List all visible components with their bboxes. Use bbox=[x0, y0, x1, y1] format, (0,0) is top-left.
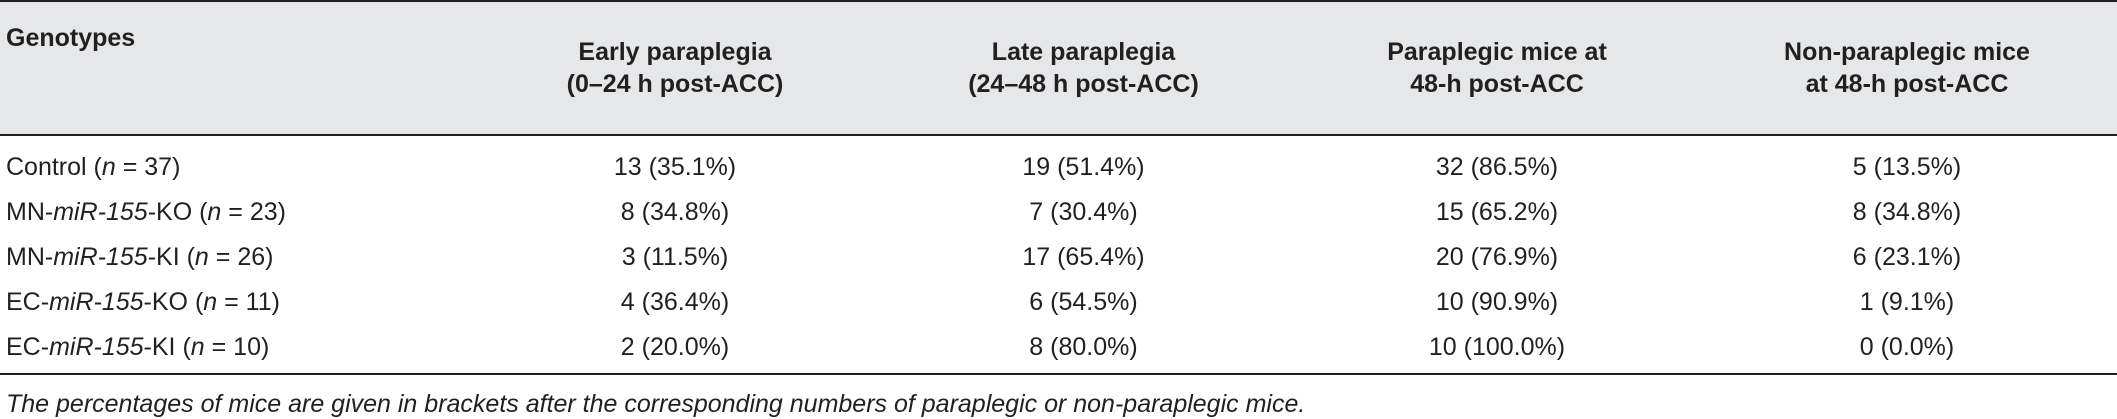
table-row: MN-miR-155-KO (n = 23) 8 (34.8%) 7 (30.4%)… bbox=[0, 189, 2117, 234]
genotype-prefix: Control ( bbox=[6, 152, 102, 181]
genotype-cell: Control (n = 37) bbox=[0, 135, 480, 189]
header-late-paraplegia: Late paraplegia (24–48 h post-ACC) bbox=[870, 1, 1297, 136]
table-row: Control (n = 37) 13 (35.1%) 19 (51.4%) 32 (… bbox=[0, 135, 2117, 189]
non-paraplegic-48h-cell: 8 (34.8%) bbox=[1852, 197, 1962, 226]
genotype-gene: miR-155 bbox=[49, 332, 144, 361]
early-paraplegia-cell: 13 (35.1%) bbox=[613, 152, 737, 181]
genotype-n-value: = 26) bbox=[208, 242, 274, 271]
header-row: Genotypes Early paraplegia (0–24 h post-… bbox=[0, 1, 2117, 136]
genotype-suffix: -KI ( bbox=[143, 332, 191, 361]
genotype-n-value: = 11) bbox=[217, 287, 280, 316]
genotype-prefix: EC- bbox=[6, 332, 50, 361]
table-footnote: The percentages of mice are given in bra… bbox=[6, 390, 1306, 418]
non-paraplegic-48h-cell: 1 (9.1%) bbox=[1859, 287, 1955, 316]
header-genotypes: Genotypes bbox=[0, 1, 480, 136]
header-non-paraplegic-48h: Non-paraplegic mice at 48-h post-ACC bbox=[1697, 1, 2117, 136]
genotype-suffix: -KI ( bbox=[147, 242, 195, 271]
genotype-gene: miR-155 bbox=[49, 287, 144, 316]
genotype-cell: EC-miR-155-KO (n = 11) bbox=[0, 279, 480, 324]
paraplegic-48h-cell: 10 (90.9%) bbox=[1435, 287, 1559, 316]
header-early-line2: (0–24 h post-ACC) bbox=[566, 70, 784, 98]
genotype-n-value: = 10) bbox=[204, 332, 270, 361]
table-body: Control (n = 37) 13 (35.1%) 19 (51.4%) 32 (… bbox=[0, 135, 2117, 375]
header-paraplegic-48h: Paraplegic mice at 48-h post-ACC bbox=[1297, 1, 1697, 136]
non-paraplegic-48h-cell: 5 (13.5%) bbox=[1852, 152, 1962, 181]
early-paraplegia-cell: 4 (36.4%) bbox=[620, 287, 730, 316]
genotype-cell: MN-miR-155-KO (n = 23) bbox=[0, 189, 480, 234]
paraplegic-48h-cell: 32 (86.5%) bbox=[1435, 152, 1559, 181]
genotype-prefix: MN- bbox=[6, 242, 54, 271]
early-paraplegia-cell: 2 (20.0%) bbox=[480, 324, 870, 375]
genotype-n-label: n bbox=[101, 152, 116, 181]
genotype-suffix: -KO ( bbox=[143, 287, 204, 316]
early-paraplegia-cell: 8 (34.8%) bbox=[620, 197, 730, 226]
table-row: EC-miR-155-KI (n = 10) 2 (20.0%) 8 (80.0%)… bbox=[0, 324, 2117, 375]
genotype-suffix: -KO ( bbox=[147, 197, 208, 226]
non-paraplegic-48h-cell: 6 (23.1%) bbox=[1852, 242, 1962, 271]
paraplegic-48h-cell: 15 (65.2%) bbox=[1435, 197, 1559, 226]
late-paraplegia-cell: 7 (30.4%) bbox=[1029, 197, 1138, 226]
genotype-gene: miR-155 bbox=[53, 242, 148, 271]
header-late-line1: Late paraplegia bbox=[991, 38, 1176, 66]
table-row: MN-miR-155-KI (n = 26) 3 (11.5%) 17 (65.4%… bbox=[0, 234, 2117, 279]
late-paraplegia-cell: 17 (65.4%) bbox=[1022, 242, 1145, 271]
paraplegia-results-table: Genotypes Early paraplegia (0–24 h post-… bbox=[0, 1, 2117, 375]
header-non-paraplegic-line2: at 48-h post-ACC bbox=[1805, 70, 2009, 98]
genotype-n-value: = 37) bbox=[115, 152, 181, 181]
early-paraplegia-cell: 3 (11.5%) bbox=[621, 242, 729, 271]
paraplegic-48h-cell: 10 (100.0%) bbox=[1297, 324, 1697, 375]
header-non-paraplegic-line1: Non-paraplegic mice bbox=[1784, 38, 2030, 66]
paraplegic-48h-cell: 20 (76.9%) bbox=[1435, 242, 1559, 271]
late-paraplegia-cell: 8 (80.0%) bbox=[870, 324, 1297, 375]
table-row: EC-miR-155-KO (n = 11) 4 (36.4%) 6 (54.5%)… bbox=[0, 279, 2117, 324]
genotype-cell: MN-miR-155-KI (n = 26) bbox=[0, 234, 480, 279]
genotype-prefix: EC- bbox=[6, 287, 50, 316]
late-paraplegia-cell: 6 (54.5%) bbox=[1029, 287, 1138, 316]
header-early-line1: Early paraplegia bbox=[578, 38, 772, 66]
header-early-paraplegia: Early paraplegia (0–24 h post-ACC) bbox=[480, 1, 870, 136]
genotype-cell: EC-miR-155-KI (n = 10) bbox=[0, 324, 480, 375]
genotype-n-label: n bbox=[203, 287, 218, 316]
table-header: Genotypes Early paraplegia (0–24 h post-… bbox=[0, 1, 2117, 136]
genotype-prefix: MN- bbox=[6, 197, 54, 226]
header-paraplegic-line1: Paraplegic mice at bbox=[1387, 38, 1607, 66]
non-paraplegic-48h-cell: 0 (0.0%) bbox=[1697, 324, 2117, 375]
genotype-n-label: n bbox=[194, 242, 209, 271]
genotype-n-label: n bbox=[190, 332, 205, 361]
genotype-gene: miR-155 bbox=[53, 197, 148, 226]
genotype-n-value: = 23) bbox=[221, 197, 286, 226]
header-genotypes-label: Genotypes bbox=[6, 24, 136, 52]
header-late-line2: (24–48 h post-ACC) bbox=[968, 70, 1199, 98]
late-paraplegia-cell: 19 (51.4%) bbox=[1022, 152, 1145, 181]
genotype-n-label: n bbox=[207, 197, 222, 226]
header-paraplegic-line2: 48-h post-ACC bbox=[1410, 70, 1584, 98]
